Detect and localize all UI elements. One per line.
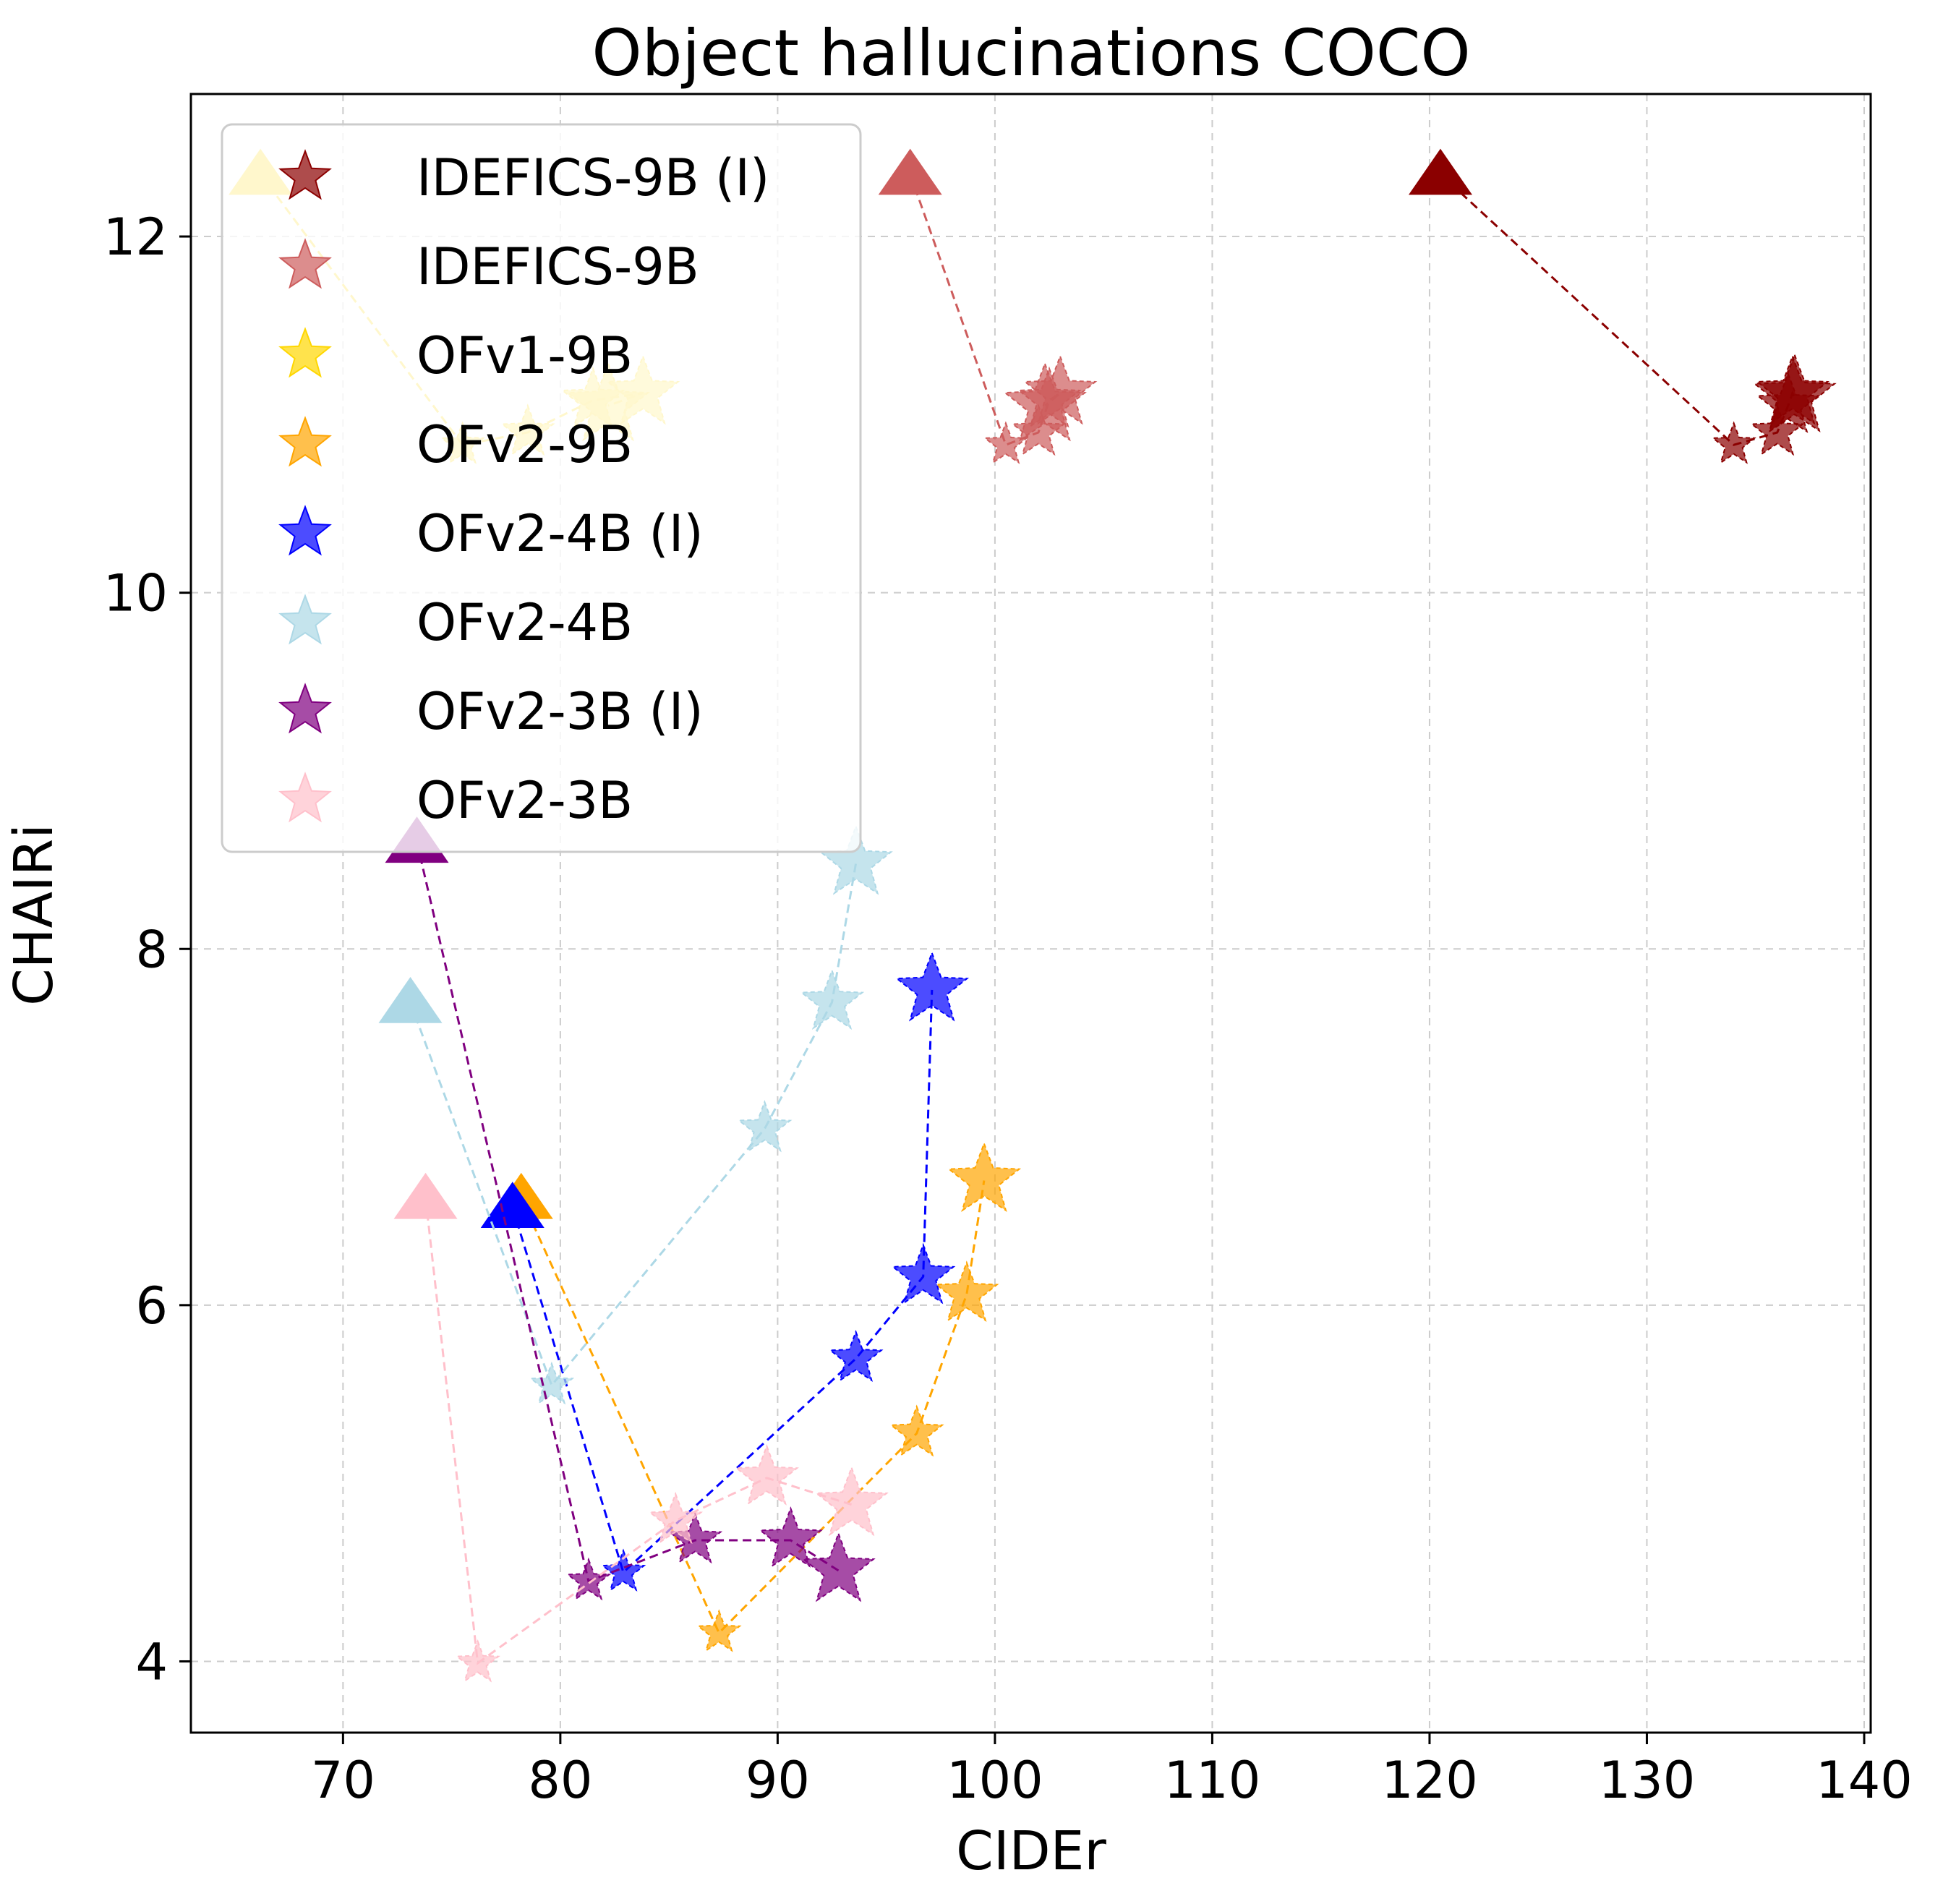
chart-title: Object hallucinations COCO (592, 16, 1470, 90)
data-point-star (667, 1511, 723, 1564)
data-point-star (696, 1609, 742, 1652)
series-line (1439, 173, 1796, 446)
data-point-star (1752, 352, 1837, 432)
series (393, 1172, 889, 1683)
data-point-star (565, 1557, 612, 1601)
data-point-star (889, 1404, 944, 1457)
baseline-triangle (393, 1172, 458, 1219)
data-point-star (648, 1492, 704, 1545)
x-tick-label: 140 (1816, 1751, 1913, 1810)
legend-label: OFv2-3B (I) (417, 682, 704, 741)
plot-frame (189, 93, 1872, 1734)
data-point-star (947, 1141, 1022, 1213)
data-point-star (799, 968, 865, 1030)
data-point-star (737, 1100, 793, 1153)
x-tick-label: 90 (746, 1751, 810, 1810)
series-line (409, 863, 858, 1388)
legend-label: IDEFICS-9B (417, 237, 699, 296)
legend-label: OFv1-9B (417, 326, 633, 385)
y-tick-label: 4 (135, 1632, 168, 1691)
data-point-star (828, 1329, 884, 1383)
series (378, 824, 893, 1405)
data-point-star (600, 1548, 646, 1592)
legend-marker (278, 505, 332, 556)
legend-marker (278, 416, 332, 467)
data-point-star (801, 1532, 876, 1602)
axis-ticks: 70 80 90 100 110 120 130 140 4 6 8 10 12 (103, 208, 1913, 1810)
data-point-star (934, 1260, 999, 1323)
legend-marker (278, 149, 332, 200)
data-point-star (1003, 362, 1087, 442)
series (1408, 148, 1837, 464)
legend-marker (278, 594, 332, 645)
x-tick-label: 70 (311, 1751, 375, 1810)
series-line (424, 1198, 853, 1665)
x-axis-label: CIDEr (956, 1820, 1106, 1882)
legend-box (221, 123, 862, 853)
series (878, 148, 1098, 464)
series (385, 816, 876, 1602)
x-tick-label: 110 (1164, 1751, 1261, 1810)
series-line (511, 989, 934, 1575)
legend-label: OFv2-4B (417, 593, 633, 652)
y-tick-label: 10 (103, 564, 168, 623)
data-point-star (1711, 421, 1756, 464)
legend-label: OFv2-3B (417, 771, 633, 830)
series-line (520, 1180, 986, 1635)
data-point-star (819, 824, 893, 895)
y-axis-label: CHAIRi (3, 824, 65, 1006)
data-point-star (734, 1443, 799, 1506)
x-tick-label: 100 (947, 1751, 1043, 1810)
data-point-star (529, 1361, 575, 1405)
x-tick-label: 120 (1381, 1751, 1478, 1810)
data-point-star (894, 951, 970, 1022)
legend: IDEFICS-9B (I) IDEFICS-9B OFv1-9B OFv2-9B OF… (221, 123, 862, 853)
legend-marker (278, 772, 332, 823)
data-point-star (455, 1639, 500, 1683)
baseline-triangle (878, 148, 942, 195)
legend-label: OFv2-9B (417, 415, 633, 474)
baseline-triangle (480, 1182, 545, 1229)
data-point-star (814, 1465, 889, 1537)
y-tick-label: 8 (135, 920, 168, 979)
data-point-star (891, 1242, 956, 1305)
baseline-triangle (1408, 148, 1472, 195)
x-tick-label: 80 (528, 1751, 592, 1810)
series (480, 951, 970, 1592)
baseline-triangle (378, 976, 443, 1023)
y-tick-label: 6 (135, 1276, 168, 1336)
legend-marker (278, 683, 332, 734)
legend-marker (278, 238, 332, 289)
x-tick-label: 130 (1599, 1751, 1696, 1810)
legend-label: IDEFICS-9B (I) (417, 148, 769, 208)
y-tick-label: 12 (103, 208, 168, 267)
legend-label: OFv2-4B (I) (417, 504, 704, 563)
data-point-star (1022, 354, 1098, 425)
legend-marker (278, 327, 332, 378)
data-point-star (758, 1506, 824, 1568)
